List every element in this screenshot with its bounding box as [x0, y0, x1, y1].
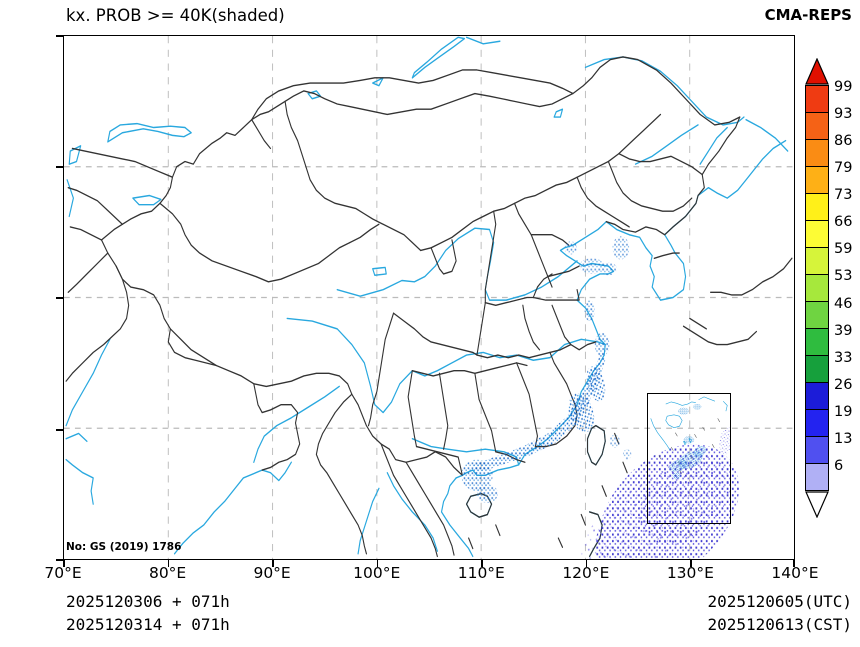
colorbar-label-46: 46 [834, 295, 853, 312]
xtick-mark-70e [63, 560, 65, 567]
xtick-label-80e: 80°E [148, 564, 187, 582]
footer-valid-time-cst: 2025120613(CST) [707, 615, 853, 634]
colorbar-label-33: 33 [834, 349, 853, 366]
colorbar-label-66: 66 [834, 214, 853, 231]
colorbar-label-86: 86 [834, 133, 853, 150]
colorbar[interactable]: 99 93 86 79 73 66 59 53 46 39 33 26 19 13 6 [800, 58, 858, 538]
map-approval-number: No: GS (2019) 1786 [66, 541, 182, 553]
map-gridlines [64, 36, 794, 559]
probability-shading-layer [461, 236, 774, 559]
colorbar-label-53: 53 [834, 268, 853, 285]
ytick-mark-15n [56, 559, 63, 561]
xtick-label-130e: 130°E [666, 564, 714, 582]
colorbar-segment-8 [806, 302, 828, 329]
colorbar-segment-14 [806, 464, 828, 490]
colorbar-segments[interactable] [805, 85, 829, 491]
colorbar-label-59: 59 [834, 241, 853, 258]
xtick-mark-140e [793, 560, 795, 567]
colorbar-label-93: 93 [834, 106, 853, 123]
ytick-mark-55n [56, 35, 63, 37]
footer-init-time-utc: 2025120306 + 071h [66, 592, 230, 611]
colorbar-label-13: 13 [834, 430, 853, 447]
colorbar-extend-bottom-arrow [805, 491, 829, 518]
colorbar-label-6: 6 [834, 457, 844, 474]
xtick-mark-120e [585, 560, 588, 567]
xtick-label-110e: 110°E [457, 564, 505, 582]
colorbar-segment-7 [806, 275, 828, 302]
xtick-label-70e: 70°E [44, 564, 82, 582]
xtick-mark-90e [272, 560, 274, 567]
ytick-mark-35n [56, 297, 63, 299]
colorbar-segment-12 [806, 410, 828, 437]
colorbar-label-26: 26 [834, 376, 853, 393]
colorbar-label-19: 19 [834, 403, 853, 420]
colorbar-label-99: 99 [834, 79, 853, 95]
xtick-label-120e: 120°E [562, 564, 610, 582]
page-title: kx. PROB >= 40K(shaded) [66, 6, 285, 25]
colorbar-label-39: 39 [834, 322, 853, 339]
colorbar-segment-11 [806, 383, 828, 410]
colorbar-segment-3 [806, 167, 828, 194]
model-name-label: CMA-REPS [764, 6, 852, 24]
colorbar-segment-5 [806, 221, 828, 248]
colorbar-segment-1 [806, 113, 828, 140]
ytick-mark-25n [56, 429, 63, 431]
footer-init-time-cst: 2025120314 + 071h [66, 615, 230, 634]
ytick-mark-45n [56, 166, 63, 168]
map-canvas [64, 36, 794, 559]
colorbar-segment-2 [806, 140, 828, 167]
south-china-sea-inset-map[interactable] [647, 393, 731, 524]
xtick-label-140e: 140°E [771, 564, 819, 582]
colorbar-label-79: 79 [834, 160, 853, 177]
colorbar-segment-6 [806, 248, 828, 275]
xtick-mark-130e [690, 560, 692, 567]
colorbar-segment-4 [806, 194, 828, 221]
inset-map-canvas [650, 396, 730, 480]
xtick-mark-80e [167, 560, 170, 567]
colorbar-extend-top-arrow [805, 58, 829, 85]
footer-valid-time-utc: 2025120605(UTC) [707, 592, 853, 611]
colorbar-segment-10 [806, 356, 828, 383]
colorbar-segment-9 [806, 329, 828, 356]
colorbar-label-73: 73 [834, 187, 853, 204]
xtick-mark-100e [376, 560, 379, 567]
xtick-label-90e: 90°E [253, 564, 291, 582]
colorbar-segment-0 [806, 86, 828, 113]
xtick-label-100e: 100°E [353, 564, 401, 582]
map-plot-area[interactable] [63, 35, 795, 560]
xtick-mark-110e [481, 560, 483, 567]
colorbar-segment-13 [806, 437, 828, 464]
